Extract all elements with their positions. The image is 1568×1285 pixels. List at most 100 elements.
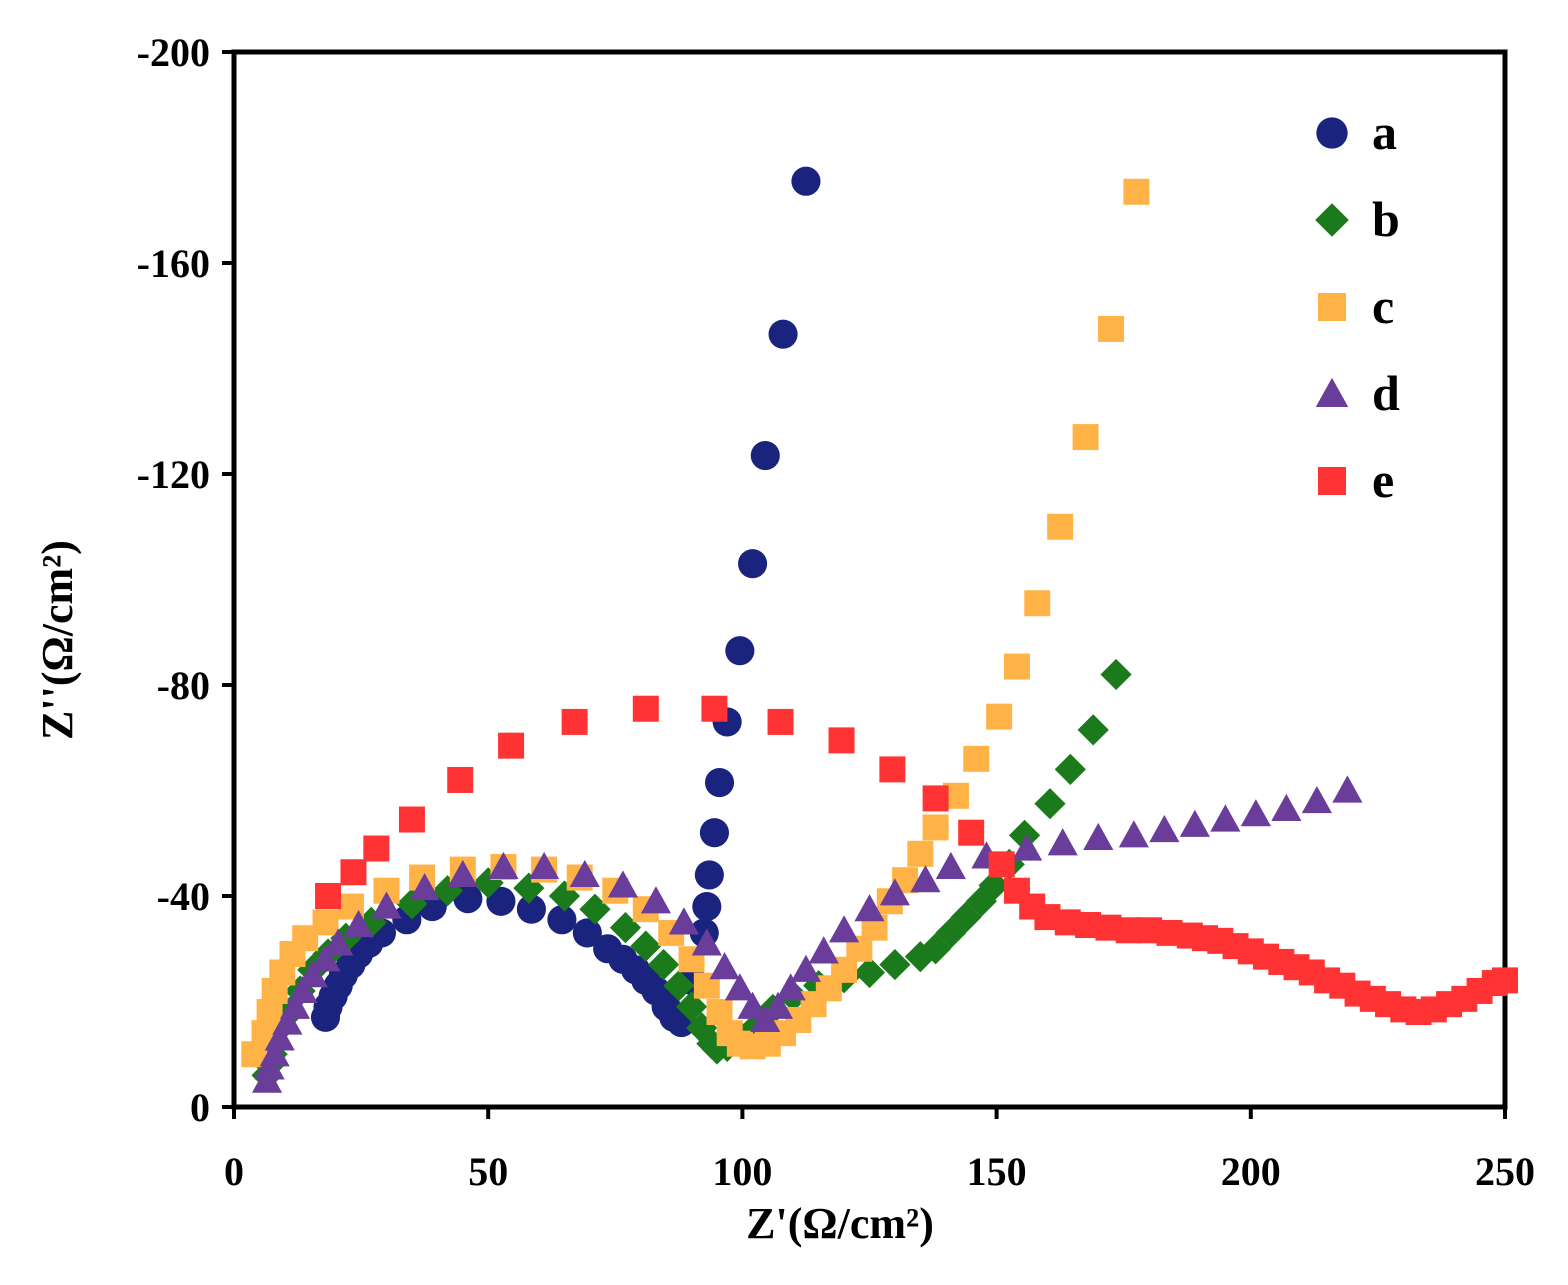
data-point-a (750, 440, 780, 471)
data-point-d (790, 954, 822, 982)
x-tick-label: 100 (712, 1149, 772, 1194)
data-point-b (978, 869, 1010, 902)
data-point-c (1072, 424, 1099, 451)
data-point-d (935, 851, 966, 880)
data-point-a (704, 768, 735, 798)
data-point-e (1492, 967, 1518, 994)
plot-frame (231, 49, 1508, 1110)
data-point-a (694, 860, 724, 890)
data-point-e (340, 859, 367, 886)
data-point-d (272, 1007, 303, 1035)
data-point-d (323, 928, 354, 956)
data-point-e (767, 708, 794, 735)
data-point-d (724, 973, 755, 1001)
data-point-c (1097, 315, 1124, 342)
data-point-e (922, 785, 949, 812)
data-point-d (668, 907, 700, 935)
data-point-b (663, 970, 695, 1002)
data-point-d (371, 891, 402, 919)
data-point-b (1034, 788, 1066, 820)
data-point-b (330, 922, 362, 954)
series-layer (241, 166, 1518, 1093)
data-point-d (1271, 793, 1302, 822)
data-point-d (264, 1023, 295, 1051)
data-point-e (632, 695, 659, 722)
data-point-c (1123, 178, 1150, 205)
data-point-a (692, 891, 722, 922)
data-point-e (958, 819, 985, 846)
series-d (251, 775, 1363, 1093)
data-point-d (297, 960, 328, 988)
y-tick-label: -120 (137, 452, 210, 497)
data-point-a (547, 905, 577, 935)
data-point-d (488, 851, 519, 880)
data-point-e (447, 766, 474, 793)
data-point-b (609, 912, 642, 944)
data-point-e (988, 851, 1015, 878)
data-point-a (738, 549, 768, 579)
data-point-b (1077, 714, 1109, 746)
legend-label-d: d (1372, 365, 1400, 421)
data-point-d (879, 878, 910, 906)
x-tick-label: 150 (967, 1149, 1027, 1194)
data-point-d (1301, 785, 1332, 814)
x-tick-label: 50 (468, 1149, 508, 1194)
data-point-d (1240, 799, 1271, 827)
data-point-d (287, 975, 318, 1004)
data-point-b (630, 930, 662, 962)
series-e (315, 695, 1518, 1026)
data-point-b (675, 991, 708, 1023)
y-axis-title: Z''(Ω/cm²) (33, 540, 82, 740)
y-tick-label: -80 (157, 663, 210, 708)
data-point-d (343, 909, 374, 938)
data-point-d (640, 886, 672, 914)
data-point-e (315, 883, 342, 909)
data-point-d (854, 894, 885, 922)
data-point-d (259, 1039, 290, 1067)
data-point-a (791, 166, 821, 196)
data-point-b (879, 948, 911, 981)
data-point-d (829, 915, 860, 943)
data-point-d (910, 865, 941, 893)
data-point-b (853, 956, 886, 989)
data-point-b (965, 885, 997, 917)
data-point-d (775, 973, 806, 1001)
data-point-d (529, 851, 560, 880)
data-point-b (647, 948, 680, 981)
y-tick-label: 0 (190, 1085, 210, 1130)
legend-marker-a (1316, 117, 1348, 149)
x-tick-label: 0 (224, 1149, 244, 1194)
data-point-d (1332, 775, 1363, 803)
data-point-d (1012, 833, 1043, 861)
data-point-c (1003, 653, 1030, 680)
data-point-b (1100, 658, 1132, 691)
data-point-c (986, 703, 1013, 730)
data-point-d (1047, 828, 1078, 856)
data-point-a (699, 818, 729, 848)
data-point-a (516, 894, 546, 924)
axes: 0 50 100 150 200 250 0 -40 -80 -120 -160 -200 (137, 30, 1535, 1194)
data-point-e (498, 732, 525, 759)
data-point-a (725, 636, 755, 666)
x-tick-label: 250 (1475, 1149, 1535, 1194)
legend-label-a: a (1372, 104, 1397, 160)
data-point-d (808, 936, 839, 964)
data-point-c (922, 814, 949, 841)
legend-label-b: b (1372, 191, 1400, 247)
x-axis-title: Z'(Ω/cm²) (746, 1199, 934, 1248)
data-point-e (879, 756, 906, 783)
data-point-c (1047, 513, 1074, 540)
data-point-c (1024, 590, 1051, 617)
data-point-c (312, 909, 339, 936)
data-point-b (1054, 753, 1086, 785)
series-a (310, 166, 821, 1038)
legend-label-e: e (1372, 452, 1394, 508)
data-point-e (828, 727, 855, 754)
data-point-b (579, 893, 611, 925)
data-point-a (572, 918, 602, 948)
y-tick-label: -200 (137, 30, 210, 75)
data-point-d (709, 952, 740, 980)
data-point-d (607, 870, 639, 898)
